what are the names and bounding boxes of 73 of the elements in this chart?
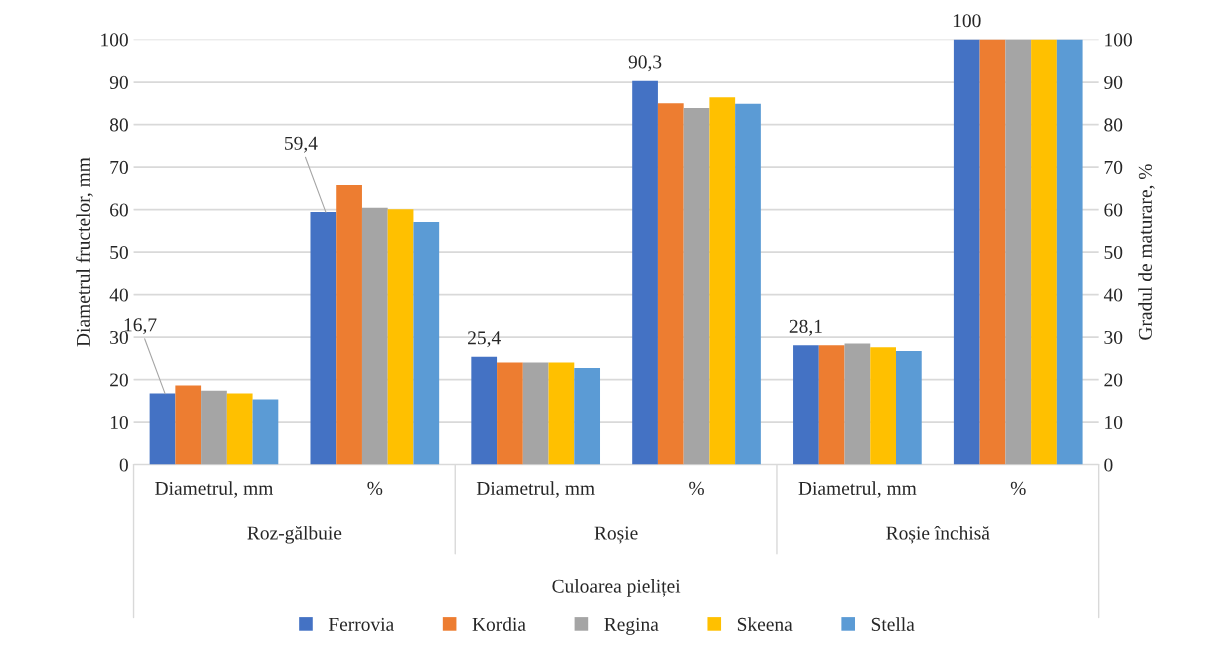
y-tick-label: 10 [110,415,128,430]
y2-tick-label: 60 [1104,203,1123,217]
bar [497,362,523,465]
y2-axis-title: Gradul de maturare, % [1138,164,1155,340]
legend-label: Stella [871,617,915,631]
bar [201,390,227,465]
bar [793,345,819,465]
y-tick-label: 20 [110,373,128,387]
data-label: 90,3 [628,55,662,72]
text: Roz-gălbuie [247,525,342,544]
bar [709,97,736,465]
data-label: 100 [953,14,981,28]
legend-label: Ferrovia [328,617,394,631]
bar [226,393,253,465]
x-tick-label: % [367,481,383,496]
bar [1005,39,1032,465]
data-label: 59,4 [285,136,318,153]
bar [522,362,549,465]
bar [818,345,845,465]
bar [953,39,980,465]
y-tick-label: 90 [109,75,128,89]
x-tick-label: % [689,481,704,496]
legend-label: Kordia [472,617,526,631]
bar [1056,39,1083,465]
text: Roșie [594,526,638,544]
y2-tick-label: 100 [1105,33,1132,47]
bar [844,343,871,465]
y-tick-label: 0 [119,458,128,472]
y2-tick-label: 50 [1104,245,1123,260]
bar [548,362,575,465]
bar [387,209,414,465]
bar [175,385,202,465]
legend-label: Skeena [737,617,793,631]
data-label: 28,1 [789,319,822,336]
x-axis-title: Culoarea pieliței [552,579,681,597]
y2-tick-label: 20 [1104,373,1123,387]
y-axis-title: Diametrul fructelor, mm [76,157,93,347]
y-tick-label: 50 [110,245,128,260]
bar [252,399,279,465]
bar [870,347,896,465]
legend-label: Regina [604,617,659,635]
x-tick-label: Diametrul, mm [155,481,274,498]
bar [471,356,498,465]
bar [683,107,710,465]
bar [574,368,601,465]
y2-tick-label: 10 [1105,415,1123,430]
bar [632,80,658,465]
bar [310,212,337,465]
data-label: 25,4 [468,331,501,348]
y2-tick-label: 30 [1104,330,1123,345]
y-tick-label: 70 [110,160,128,174]
y2-tick-label: 90 [1104,75,1123,89]
bar [361,207,388,465]
y2-tick-label: 80 [1104,118,1123,132]
text: Roșie închisă [886,525,990,544]
bar [735,103,761,465]
bar [149,393,176,465]
x-tick-label: Diametrul, mm [798,481,917,498]
y-tick-label: 60 [110,203,128,217]
bar [979,39,1006,465]
y2-tick-label: 40 [1103,288,1123,302]
y2-tick-label: 0 [1104,458,1113,472]
y-tick-label: 80 [109,118,128,132]
y-tick-label: 100 [101,33,128,47]
x-tick-label: % [1010,481,1026,496]
bar [336,184,362,465]
bar [1031,39,1057,465]
y2-tick-label: 70 [1104,160,1123,174]
bar [657,103,684,465]
bar [413,221,440,465]
bar [895,351,922,465]
x-tick-label: Diametrul, mm [476,481,595,498]
y-tick-label: 40 [109,288,128,302]
